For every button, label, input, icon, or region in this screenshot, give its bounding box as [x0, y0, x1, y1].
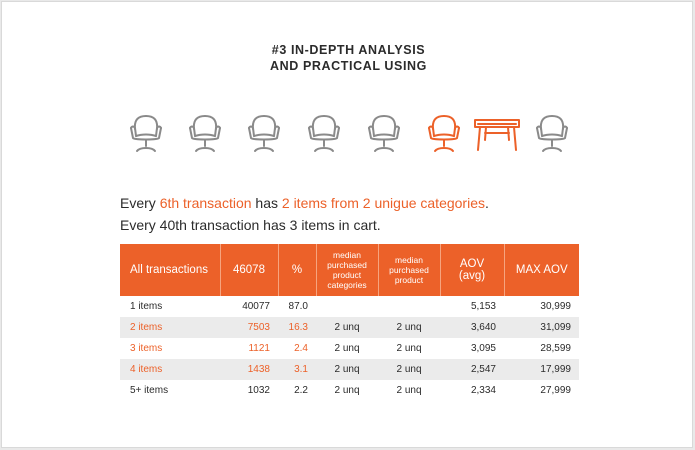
- header-median-categories: median purchased product categories: [316, 244, 379, 296]
- furniture-icon-row: [124, 114, 584, 156]
- summary-text-part: .: [485, 195, 489, 211]
- cell-label: 2 items: [120, 317, 220, 338]
- cell-median-categories: [316, 296, 378, 317]
- cell-percent: 16.3: [278, 317, 316, 338]
- header-aov-sub: (avg): [458, 270, 486, 282]
- title-line-2: AND PRACTICAL USING: [269, 59, 427, 73]
- cell-count: 1121: [248, 343, 270, 354]
- cell-median-products: 2 unq: [396, 343, 422, 354]
- cell-median-categories: 2 unq: [334, 343, 360, 354]
- cell-aov: 5,153: [470, 301, 496, 312]
- cell-percent: 3.1: [278, 359, 316, 380]
- chair-icon: [189, 115, 221, 152]
- chair-icon: [308, 115, 340, 152]
- table-row: 5+ items 1032 2.2 2 unq 2 unq 2,334 27,9…: [120, 380, 579, 401]
- header-percent: %: [278, 244, 317, 296]
- cell-median-categories: 2 unq: [316, 359, 378, 380]
- cell-max-aov: 17,999: [504, 359, 579, 380]
- table-header-row: All transactions 46078 % median purchase…: [120, 244, 579, 296]
- summary-highlight: 2 items from 2 unigue categories: [281, 195, 485, 211]
- summary-line-1: Every 6th transaction has 2 items from 2…: [120, 192, 489, 214]
- summary-text-part: has: [251, 195, 282, 211]
- cell-percent: 87.0: [288, 301, 308, 312]
- chair-icon: [368, 115, 400, 152]
- cell-median-products: 2 unq: [396, 385, 422, 396]
- header-total: 46078: [220, 244, 279, 296]
- cell-max-aov: 27,999: [540, 385, 571, 396]
- table-row: 2 items 7503 16.3 2 unq 2 unq 3,640 31,0…: [120, 317, 579, 338]
- table-row: 1 items 40077 87.0 5,153 30,999: [120, 296, 579, 317]
- cell-max-aov: 28,599: [540, 343, 571, 354]
- chair-icon: [248, 115, 280, 152]
- cell-max-aov: 30,999: [540, 301, 571, 312]
- cell-percent: 2.2: [294, 385, 308, 396]
- header-all-transactions: All transactions: [120, 244, 221, 296]
- header-aov-label: AOV: [459, 258, 485, 270]
- cell-label: 4 items: [120, 359, 220, 380]
- transactions-table: All transactions 46078 % median purchase…: [120, 244, 579, 401]
- cell-aov: 3,640: [440, 317, 504, 338]
- cell-max-aov: 31,099: [504, 317, 579, 338]
- cell-percent: 2.4: [294, 343, 308, 354]
- chair-icon: [536, 115, 568, 152]
- title-line-1: #3 IN-DEPTH ANALYSIS: [271, 43, 426, 57]
- cell-median-products: 2 unq: [378, 359, 440, 380]
- cell-label: 1 items: [130, 301, 163, 312]
- header-median-products: median purchased product: [378, 244, 441, 296]
- summary-line-2: Every 40th transaction has 3 items in ca…: [120, 217, 381, 233]
- table-row: 4 items 1438 3.1 2 unq 2 unq 2,547 17,99…: [120, 359, 579, 380]
- cell-aov: 3,095: [470, 343, 496, 354]
- cell-aov: 2,547: [440, 359, 504, 380]
- cell-count: 7503: [220, 317, 278, 338]
- table-icon: [474, 119, 520, 151]
- summary-text-part: Every: [120, 195, 160, 211]
- cell-median-categories: 2 unq: [316, 317, 378, 338]
- cell-label: 3 items: [130, 343, 163, 354]
- page-title: #3 IN-DEPTH ANALYSIS AND PRACTICAL USING: [2, 42, 695, 74]
- summary-highlight: 6th transaction: [159, 195, 252, 211]
- chair-icon: [428, 115, 460, 152]
- table-row: 3 items 1121 2.4 2 unq 2 unq 3,095 28,59…: [120, 338, 579, 359]
- cell-median-products: [378, 296, 440, 317]
- cell-median-products: 2 unq: [378, 317, 440, 338]
- cell-count: 1438: [220, 359, 278, 380]
- cell-median-categories: 2 unq: [334, 385, 360, 396]
- cell-count: 40077: [242, 301, 270, 312]
- header-max-aov: MAX AOV: [504, 244, 579, 296]
- header-aov: AOV (avg): [440, 244, 505, 296]
- cell-label: 5+ items: [130, 385, 169, 396]
- cell-count: 1032: [247, 385, 270, 396]
- cell-aov: 2,334: [470, 385, 496, 396]
- chair-icon: [130, 115, 162, 152]
- summary-text: Every 6th transaction has 2 items from 2…: [120, 192, 489, 236]
